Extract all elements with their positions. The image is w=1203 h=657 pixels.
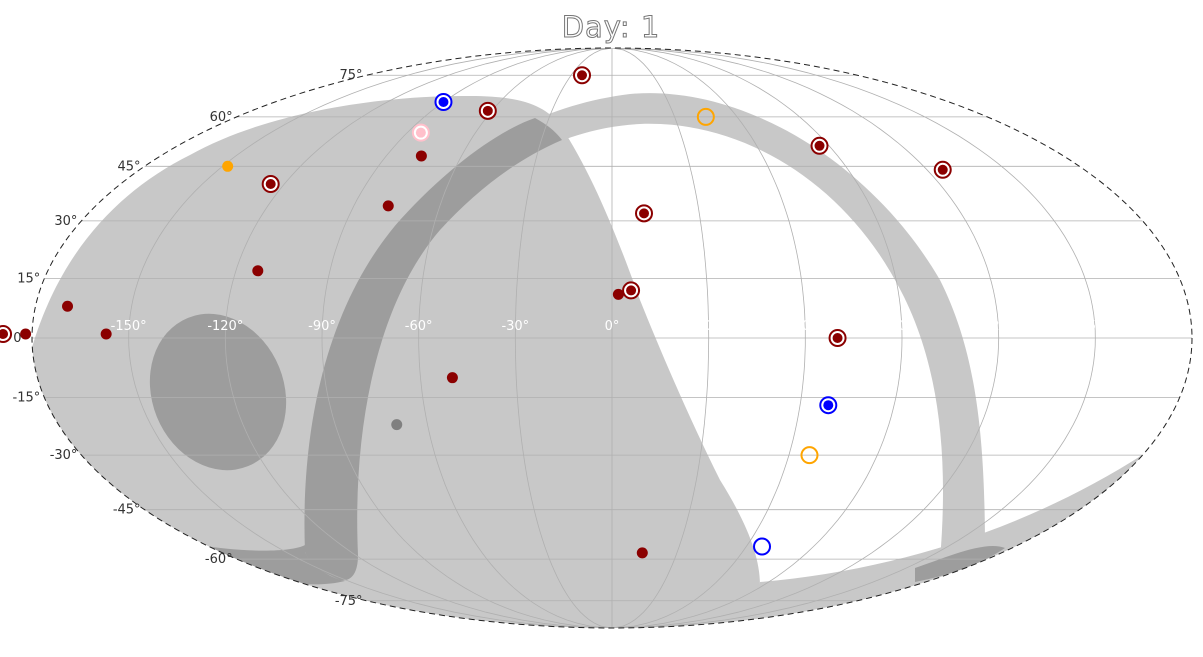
data-point	[832, 333, 843, 343]
data-point	[252, 265, 264, 277]
data-point-ring	[800, 446, 819, 465]
data-point	[391, 419, 403, 431]
shaded-regions	[32, 93, 1150, 628]
x-tick-label: 150°	[1080, 319, 1111, 334]
grid-meridian	[514, 48, 613, 628]
data-point	[482, 105, 493, 116]
data-point	[823, 400, 834, 411]
chart-title: Day: 1	[561, 10, 661, 45]
y-tick-label: 45°	[118, 159, 141, 174]
data-point	[446, 372, 458, 384]
data-point	[577, 70, 588, 81]
x-tick-label: -30°	[501, 319, 529, 334]
data-point	[626, 285, 637, 296]
shaded-region-dark-oval	[149, 313, 287, 471]
y-tick-label: -15°	[13, 390, 41, 405]
x-tick-label: -150°	[111, 319, 147, 334]
map-outline	[31, 47, 1193, 629]
data-point	[100, 328, 112, 340]
graticule	[32, 48, 1192, 628]
x-tick-label: 120°	[983, 319, 1014, 334]
y-tick-label: -60°	[205, 552, 233, 567]
data-point-ring	[696, 107, 715, 126]
data-point	[62, 300, 74, 312]
grid-meridian	[611, 48, 806, 628]
data-point	[636, 547, 648, 559]
x-tick-label: 60°	[794, 319, 817, 334]
x-tick-label: 0°	[605, 319, 620, 334]
data-point	[612, 288, 624, 300]
data-point	[415, 150, 427, 162]
band-overlap-southeast	[915, 546, 1005, 582]
x-tick-label: 30°	[697, 319, 720, 334]
y-tick-label: 30°	[54, 214, 77, 229]
y-tick-label: -45°	[113, 503, 141, 518]
data-point	[265, 179, 276, 190]
band-overlap-southwest	[200, 545, 345, 585]
data-point	[222, 160, 234, 172]
x-tick-label: -60°	[405, 319, 433, 334]
data-point	[438, 96, 449, 107]
data-point	[937, 164, 948, 175]
data-point	[814, 140, 825, 151]
grid-meridian	[611, 48, 903, 628]
data-point	[382, 200, 394, 212]
data-point	[20, 328, 32, 340]
grid-meridian	[321, 48, 613, 628]
x-tick-label: -90°	[308, 319, 336, 334]
y-tick-label: 75°	[340, 68, 363, 83]
x-tick-label: 90°	[890, 319, 913, 334]
data-point	[415, 127, 426, 138]
grid-meridian	[611, 48, 1096, 628]
y-tick-label: -30°	[50, 448, 78, 463]
grid-meridian	[128, 48, 613, 628]
data-point-ring	[753, 537, 772, 556]
band-overlap-west	[304, 118, 562, 581]
data-points	[0, 66, 952, 559]
x-tick-labels: -150° -120° -90° -60° -30° 0° 30° 60° 90° 120° 150…	[111, 319, 1111, 334]
data-point	[639, 208, 650, 219]
x-tick-label: -120°	[207, 319, 243, 334]
grid-meridian	[611, 48, 710, 628]
data-point	[0, 329, 9, 340]
y-tick-label: 15°	[17, 272, 40, 287]
y-tick-label: -75°	[335, 594, 363, 609]
grid-meridian	[224, 48, 613, 628]
y-tick-label: 60°	[210, 110, 233, 125]
y-tick-labels: 75°60°45°30°15°0°-15°-30°-45°-60°-75°	[13, 68, 363, 609]
grid-meridian	[611, 48, 1000, 628]
shaded-region-west	[32, 95, 760, 628]
